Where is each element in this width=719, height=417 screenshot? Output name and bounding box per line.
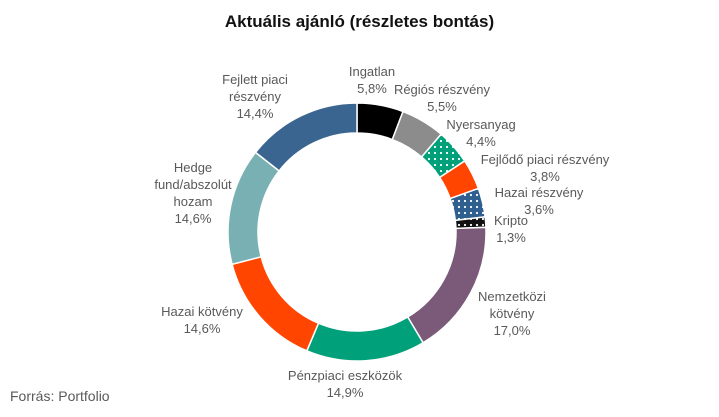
label-regios-reszveny: Régiós részvény 5,5% xyxy=(394,82,491,114)
chart-title: Aktuális ajánló (részletes bontás) xyxy=(224,12,495,31)
donut-slices xyxy=(227,102,487,362)
slice-fejlett-piaci-reszveny xyxy=(254,102,358,172)
label-hedge-fund-abszolut-hozam: Hedge fund/abszolút hozam 14,6% xyxy=(154,160,232,226)
label-hazai-kotveny: Hazai kötvény 14,6% xyxy=(161,304,243,336)
slice-hedge-fund-abszolut-hozam xyxy=(227,151,281,266)
label-ingatlan: Ingatlan 5,8% xyxy=(349,64,395,96)
label-fejlodo-piaci-reszveny: Fejlődő piaci részvény 3,8% xyxy=(481,152,610,184)
source-note: Forrás: Portfolio xyxy=(10,388,110,404)
slice-penzpiaci-eszkozok xyxy=(305,315,425,362)
label-penzpiaci-eszkozok: Pénzpiaci eszközök 14,9% xyxy=(288,368,403,400)
slice-nemzetkozi-kotveny xyxy=(406,226,487,344)
label-nemzetkozi-kotveny: Nemzetközi kötvény 17,0% xyxy=(478,289,546,338)
slice-labels: Ingatlan 5,8% Régiós részvény 5,5%Nyersanya… xyxy=(154,64,609,400)
label-kripto: Kripto 1,3% xyxy=(494,213,528,245)
label-fejlett-piaci-reszveny: Fejlett piaci részvény 14,4% xyxy=(222,72,288,121)
slice-hazai-kotveny xyxy=(231,255,320,352)
label-nyersanyag: Nyersanyag 4,4% xyxy=(446,117,515,149)
label-hazai-reszveny: Hazai részvény 3,6% xyxy=(495,185,584,217)
